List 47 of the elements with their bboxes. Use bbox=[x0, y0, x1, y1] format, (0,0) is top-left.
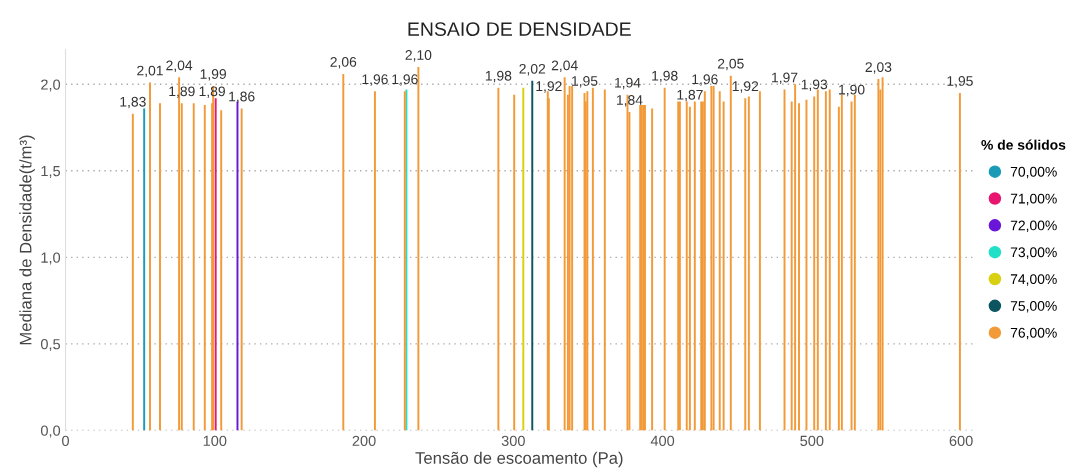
data-label: 1,99 bbox=[200, 69, 226, 81]
data-label: 1,94 bbox=[615, 77, 641, 90]
data-label: 2,01 bbox=[137, 65, 163, 78]
data-label: 1,93 bbox=[801, 79, 828, 91]
y-tick-label: 1,5 bbox=[41, 166, 61, 178]
data-label: 1,90 bbox=[839, 84, 865, 97]
x-tick-label: 400 bbox=[650, 435, 675, 446]
data-label: 1,95 bbox=[572, 76, 598, 88]
legend-label: 74,00% bbox=[1010, 274, 1057, 286]
data-label: 1,98 bbox=[485, 70, 512, 83]
y-tick-label: 2,0 bbox=[41, 79, 61, 92]
y-tick-label: 1,0 bbox=[41, 252, 61, 265]
y-tick-label: 0,5 bbox=[40, 338, 61, 352]
legend-title: % de sólidos bbox=[981, 139, 1066, 150]
data-label: 1,95 bbox=[947, 76, 973, 88]
y-axis-title: Mediana de Densidade(t/m³) bbox=[19, 135, 35, 345]
legend-label: 71,00% bbox=[1010, 193, 1057, 206]
data-label: 1,86 bbox=[229, 91, 255, 104]
data-label: 1,87 bbox=[677, 89, 703, 102]
x-axis-title: Tensão de escoamento (Pa) bbox=[415, 451, 623, 468]
legend-label: 76,00% bbox=[1010, 327, 1057, 340]
x-tick-label: 200 bbox=[352, 435, 376, 446]
data-label: 2,10 bbox=[405, 50, 432, 62]
legend-label: 70,00% bbox=[1010, 166, 1057, 179]
data-label: 2,05 bbox=[717, 58, 744, 71]
chart-title: ENSAIO DE DENSIDADE bbox=[408, 22, 631, 36]
y-tick-label: 0,0 bbox=[40, 425, 61, 438]
data-label: 2,03 bbox=[865, 62, 892, 74]
x-tick-label: 600 bbox=[949, 435, 973, 446]
data-label: 2,04 bbox=[551, 60, 578, 72]
data-label: 2,02 bbox=[519, 63, 546, 76]
legend-label: 75,00% bbox=[1010, 301, 1057, 313]
x-tick-label: 100 bbox=[203, 435, 227, 446]
data-label: 1,96 bbox=[362, 74, 388, 86]
data-label: 1,98 bbox=[652, 70, 678, 83]
data-label: 1,83 bbox=[120, 96, 146, 109]
legend-label: 72,00% bbox=[1010, 220, 1057, 232]
data-label: 1,96 bbox=[692, 74, 718, 86]
data-label: 1,97 bbox=[772, 72, 798, 85]
data-label: 2,06 bbox=[330, 56, 357, 69]
x-tick-label: 300 bbox=[501, 435, 525, 446]
legend-label: 73,00% bbox=[1010, 247, 1057, 259]
x-tick-label: 0 bbox=[62, 435, 69, 446]
data-label: 2,04 bbox=[166, 60, 193, 72]
data-label: 1,92 bbox=[732, 81, 759, 93]
x-tick-label: 500 bbox=[800, 435, 824, 446]
data-label: 1,92 bbox=[536, 81, 562, 93]
